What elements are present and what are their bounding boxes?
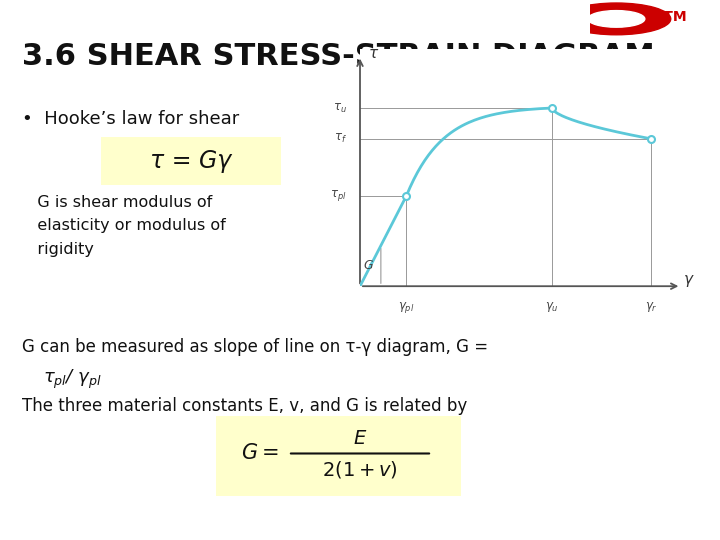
Text: G: G <box>363 259 372 272</box>
Text: $\gamma_u$: $\gamma_u$ <box>545 300 559 314</box>
Text: 3.6 SHEAR STRESS-STRAIN DIAGRAM: 3.6 SHEAR STRESS-STRAIN DIAGRAM <box>22 42 654 71</box>
Text: UTM: UTM <box>652 10 687 24</box>
Text: The three material constants E, v, and G is related by: The three material constants E, v, and G… <box>22 396 467 415</box>
Circle shape <box>562 3 671 35</box>
Text: $2(1 + v)$: $2(1 + v)$ <box>322 459 398 480</box>
Text: ocw.utm.my: ocw.utm.my <box>318 8 402 22</box>
Text: τ = Gγ: τ = Gγ <box>150 149 231 173</box>
Text: $E$: $E$ <box>353 429 367 448</box>
Bar <box>216 416 461 496</box>
Text: $\tau_f$: $\tau_f$ <box>334 132 347 145</box>
Text: G is shear modulus of
   elasticity or modulus of
   rigidity: G is shear modulus of elasticity or modu… <box>22 195 225 256</box>
Text: G can be measured as slope of line on τ-γ diagram, G =: G can be measured as slope of line on τ-… <box>22 338 487 356</box>
Text: $\gamma_{pl}$: $\gamma_{pl}$ <box>398 300 415 315</box>
Text: 61: 61 <box>351 521 369 535</box>
Text: $\tau_{pl}$/ $\gamma_{pl}$: $\tau_{pl}$/ $\gamma_{pl}$ <box>43 367 102 390</box>
Bar <box>101 137 281 185</box>
Text: $G =$: $G =$ <box>241 443 279 463</box>
Text: $\tau_u$: $\tau_u$ <box>333 102 347 114</box>
Text: γ: γ <box>683 272 693 287</box>
Text: •  Hooke’s law for shear: • Hooke’s law for shear <box>22 110 239 128</box>
Text: $\tau_{pl}$: $\tau_{pl}$ <box>330 188 347 204</box>
Text: τ: τ <box>369 46 378 61</box>
Text: $\gamma_r$: $\gamma_r$ <box>645 300 658 314</box>
Circle shape <box>588 11 645 27</box>
